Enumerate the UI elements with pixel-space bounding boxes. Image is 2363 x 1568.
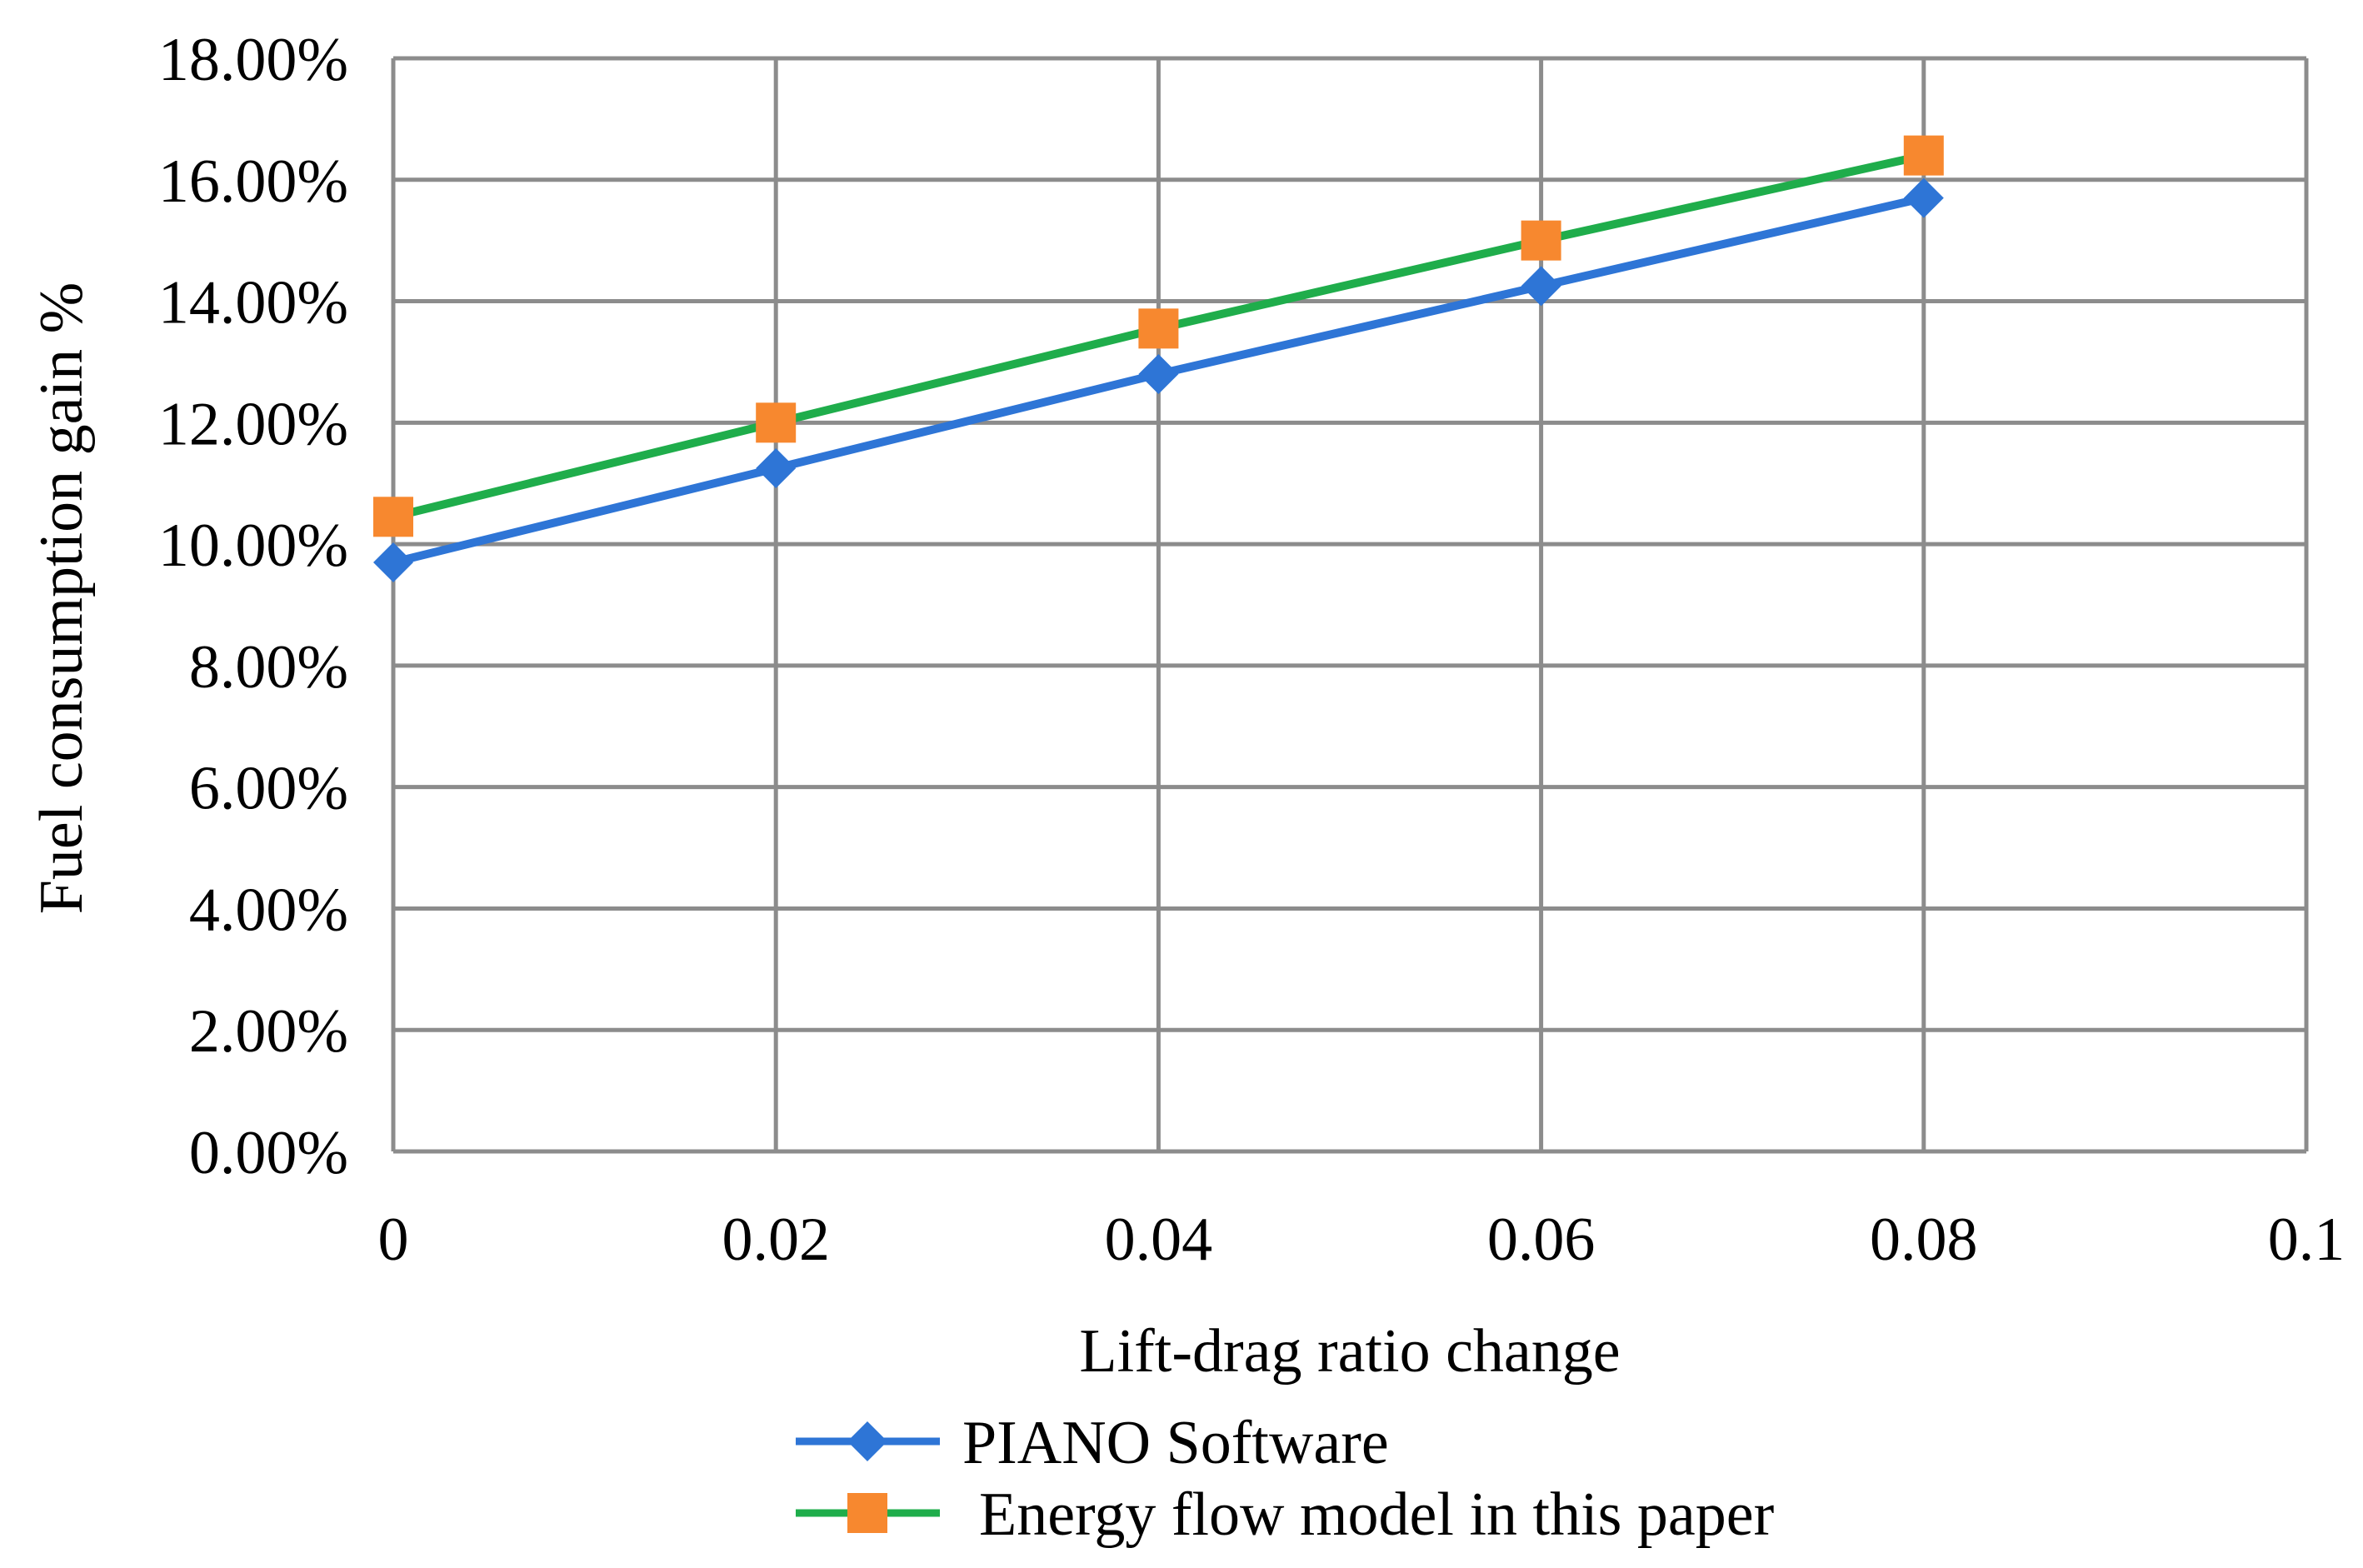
legend-label: PIANO Software	[962, 1409, 1389, 1477]
y-tick-label: 10.00%	[158, 512, 348, 580]
y-tick-label: 14.00%	[158, 269, 348, 337]
legend: PIANO Software Energy flow model in this…	[796, 1409, 1774, 1549]
y-tick-label: 18.00%	[158, 26, 348, 94]
x-tick-label: 0.04	[1105, 1206, 1213, 1274]
legend-item-piano-software: PIANO Software	[796, 1409, 1389, 1477]
x-tick-label: 0.06	[1487, 1206, 1596, 1274]
data-point-diamond	[1138, 354, 1179, 395]
data-point-diamond	[1903, 177, 1944, 218]
x-tick-label: 0.02	[722, 1206, 830, 1274]
data-point-diamond	[756, 448, 797, 488]
data-point-diamond	[373, 542, 413, 582]
y-tick-label: 8.00%	[189, 633, 348, 702]
y-tick-label: 2.00%	[189, 997, 348, 1066]
x-tick-label: 0	[378, 1206, 409, 1274]
legend-marker-square	[847, 1493, 887, 1533]
data-point-square	[373, 497, 413, 537]
grid	[391, 56, 2309, 1154]
x-tick-label: 0.1	[2268, 1206, 2346, 1274]
x-tick-label: 0.08	[1870, 1206, 1978, 1274]
y-tick-label: 4.00%	[189, 876, 348, 944]
legend-marker-diamond	[847, 1421, 887, 1461]
y-tick-label: 12.00%	[158, 390, 348, 458]
data-point-square	[1138, 308, 1179, 349]
y-tick-label: 16.00%	[158, 147, 348, 216]
x-axis-title: Lift-drag ratio change	[1079, 1317, 1620, 1386]
data-point-square	[1521, 220, 1561, 261]
legend-item-energy-flow-model: Energy flow model in this paper	[796, 1481, 1774, 1549]
data-point-diamond	[1521, 266, 1561, 307]
y-tick-label: 6.00%	[189, 755, 348, 823]
data-point-square	[756, 402, 797, 443]
series	[373, 135, 1944, 582]
data-point-square	[1903, 135, 1944, 176]
y-axis-title: Fuel consumption gain %	[27, 282, 96, 914]
x-tick-labels: 0 0.02 0.04 0.06 0.08 0.1	[378, 1206, 2346, 1274]
y-tick-labels: 0.00% 2.00% 4.00% 6.00% 8.00% 10.00% 12.00% 14.…	[158, 26, 348, 1187]
legend-label: Energy flow model in this paper	[979, 1481, 1774, 1549]
y-tick-label: 0.00%	[189, 1119, 348, 1187]
